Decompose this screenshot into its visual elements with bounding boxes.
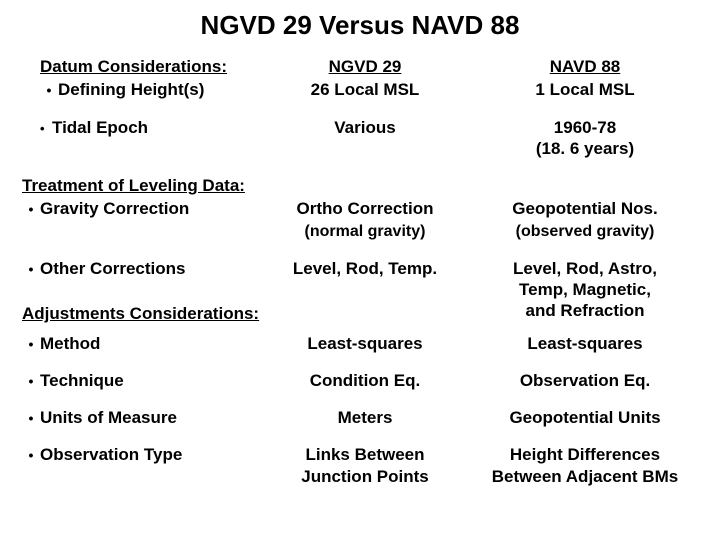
observation-type-navd: Height Differences Between Adjacent BMs <box>470 443 700 488</box>
method-label: Method <box>0 332 260 355</box>
method-ngvd: Least-squares <box>260 332 470 355</box>
treatment-header: Treatment of Leveling Data: <box>0 174 470 197</box>
technique-label: Technique <box>0 369 260 392</box>
units-label: Units of Measure <box>0 406 260 429</box>
comparison-grid: Datum Considerations: NGVD 29 NAVD 88 De… <box>0 55 720 488</box>
gravity-correction-ngvd: Ortho Correction <box>260 197 470 220</box>
other-corrections-navd: Level, Rod, Astro, Temp, Magnetic, and R… <box>470 257 700 323</box>
observation-type-label: Observation Type <box>0 443 260 488</box>
technique-ngvd: Condition Eq. <box>260 369 470 392</box>
navd88-header: NAVD 88 <box>470 55 700 78</box>
defining-heights-navd: 1 Local MSL <box>470 78 700 101</box>
page-title: NGVD 29 Versus NAVD 88 <box>0 0 720 55</box>
tidal-epoch-label: Tidal Epoch <box>0 116 260 161</box>
units-navd: Geopotential Units <box>470 406 700 429</box>
gravity-correction-ngvd-sub: (normal gravity) <box>260 221 470 243</box>
observation-type-ngvd: Links Between Junction Points <box>260 443 470 488</box>
gravity-correction-navd: Geopotential Nos. <box>470 197 700 220</box>
technique-navd: Observation Eq. <box>470 369 700 392</box>
defining-heights-label: Defining Height(s) <box>0 78 260 101</box>
tidal-epoch-navd: 1960-78 (18. 6 years) <box>470 116 700 161</box>
gravity-correction-label: Gravity Correction <box>0 197 260 220</box>
datum-considerations-header: Datum Considerations: <box>0 55 260 78</box>
ngvd29-header: NGVD 29 <box>260 55 470 78</box>
defining-heights-ngvd: 26 Local MSL <box>260 78 470 101</box>
tidal-epoch-ngvd: Various <box>260 116 470 161</box>
method-navd: Least-squares <box>470 332 700 355</box>
gravity-correction-navd-sub: (observed gravity) <box>470 221 700 243</box>
units-ngvd: Meters <box>260 406 470 429</box>
adjustments-header: Adjustments Considerations: <box>0 302 470 325</box>
